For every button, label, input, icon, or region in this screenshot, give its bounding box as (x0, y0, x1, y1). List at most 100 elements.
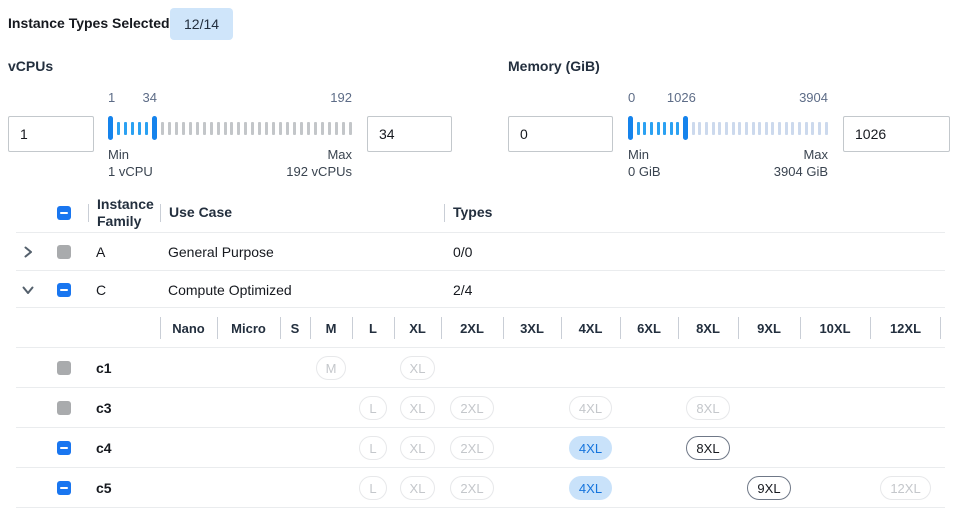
memory-slider[interactable]: 0 1026 3904 (628, 90, 828, 152)
usecase-header-cell: Use Case (160, 193, 444, 233)
slider-tick (209, 121, 213, 135)
slider-tick (771, 121, 775, 135)
family-name: C (96, 281, 107, 298)
vcpus-slider[interactable]: 1 34 192 (108, 90, 352, 152)
chevron-right-icon[interactable] (21, 245, 35, 259)
c5-9xl-pill[interactable]: 9XL (747, 476, 791, 500)
c4-4xl-pill[interactable]: 4XL (568, 436, 613, 460)
slider-tick (244, 121, 248, 135)
slider-tick (724, 121, 728, 135)
c5-4xl-pill[interactable]: 4XL (568, 476, 613, 500)
slider-tick (116, 121, 120, 135)
slider-tick (636, 121, 640, 135)
family-header-label: Instance Family (97, 195, 154, 230)
family-name: A (96, 244, 106, 260)
family-row-c: C Compute Optimized 2/4 (0, 271, 957, 308)
family-types-count: 0/0 (453, 244, 473, 260)
selected-count-label: Instance Types Selected: (8, 15, 175, 31)
size-column-label: S (290, 320, 300, 336)
slider-tick (258, 121, 262, 135)
c3-checkbox[interactable] (57, 401, 71, 415)
slider-tick (307, 121, 311, 135)
instance-type-name: c3 (96, 400, 112, 416)
c4-8xl-pill[interactable]: 8XL (686, 436, 730, 460)
column-divider (310, 317, 311, 339)
c5-12xl-pill: 12XL (880, 476, 931, 500)
slider-tick (137, 121, 141, 135)
instance-type-name: c4 (96, 440, 112, 456)
size-column-label: 8XL (696, 320, 720, 336)
slider-handle[interactable] (683, 116, 689, 140)
slider-tick (293, 121, 297, 135)
instance-family-table: Instance Family Use Case Types A General… (0, 193, 957, 508)
vcpus-max-caption: Max 192 vCPUs (286, 147, 352, 179)
memory-min-caption: Min 0 GiB (628, 147, 661, 179)
column-divider (870, 317, 871, 339)
family-c-checkbox[interactable] (57, 282, 71, 297)
vcpus-min-caption: Min 1 vCPU (108, 147, 153, 179)
usecase-header-label: Use Case (169, 204, 233, 221)
column-divider (217, 317, 218, 339)
slider-handle[interactable] (108, 116, 113, 140)
slider-tick (744, 121, 748, 135)
slider-tick-label: 1 (108, 90, 116, 105)
memory-max-input[interactable] (843, 116, 950, 152)
slider-tick (811, 121, 815, 135)
slider-tick (314, 121, 318, 135)
slider-tick (764, 121, 768, 135)
size-column-label: 3XL (520, 320, 544, 336)
size-column-label: Nano (172, 320, 205, 336)
instance-size-row: c5 L XL 2XL 4XL 9XL 12XL (0, 468, 957, 508)
slider-tick (649, 121, 653, 135)
family-a-checkbox[interactable] (57, 245, 71, 259)
vcpus-filter-title: vCPUs (8, 58, 54, 74)
slider-tick (286, 121, 290, 135)
column-divider (738, 317, 739, 339)
memory-slider-ticks (628, 116, 828, 140)
column-divider (678, 317, 679, 339)
family-row-a: A General Purpose 0/0 (0, 233, 957, 271)
slider-tick (300, 121, 304, 135)
column-divider (503, 317, 504, 339)
size-column-label: 2XL (460, 320, 484, 336)
memory-min-input[interactable] (508, 116, 613, 152)
c1-checkbox[interactable] (57, 361, 71, 375)
chevron-down-icon[interactable] (21, 283, 35, 297)
slider-tick (335, 121, 338, 135)
size-column-label: M (325, 320, 337, 336)
c4-l-pill: L (359, 436, 387, 460)
instance-size-row: c3 L XL 2XL 4XL 8XL (0, 388, 957, 428)
size-column-label: L (369, 320, 377, 336)
slider-tick (123, 121, 127, 135)
column-divider (620, 317, 621, 339)
column-divider (352, 317, 353, 339)
vcpus-slider-ticks (108, 116, 352, 140)
c5-checkbox[interactable] (57, 481, 71, 495)
slider-tick-label: 3904 (799, 90, 828, 105)
instance-type-name: c5 (96, 480, 112, 496)
slider-tick (181, 121, 185, 135)
slider-handle[interactable] (628, 116, 633, 140)
vcpus-min-input[interactable] (8, 116, 94, 152)
select-all-checkbox[interactable] (57, 206, 71, 220)
size-header-row: Nano Micro S M L XL 2XL 3XL 4XL 6XL 8XL 9XL 10XL 12XL (0, 308, 957, 348)
family-types-count: 2/4 (453, 281, 473, 298)
slider-handle[interactable] (151, 116, 157, 140)
slider-tick (130, 121, 134, 135)
slider-tick (758, 121, 762, 135)
slider-tick (237, 121, 241, 135)
column-divider (280, 317, 281, 339)
slider-tick (160, 121, 164, 135)
c1-m-pill: M (315, 356, 347, 380)
vcpus-max-input[interactable] (367, 116, 452, 152)
c3-l-pill: L (359, 396, 387, 420)
column-divider (800, 317, 801, 339)
c3-4xl-pill: 4XL (568, 396, 613, 420)
column-divider (160, 204, 161, 222)
c4-checkbox[interactable] (57, 441, 71, 455)
slider-tick (272, 121, 276, 135)
slider-tick (804, 121, 808, 135)
slider-tick (144, 121, 148, 135)
family-usecase: General Purpose (168, 244, 274, 260)
slider-tick (251, 121, 255, 135)
